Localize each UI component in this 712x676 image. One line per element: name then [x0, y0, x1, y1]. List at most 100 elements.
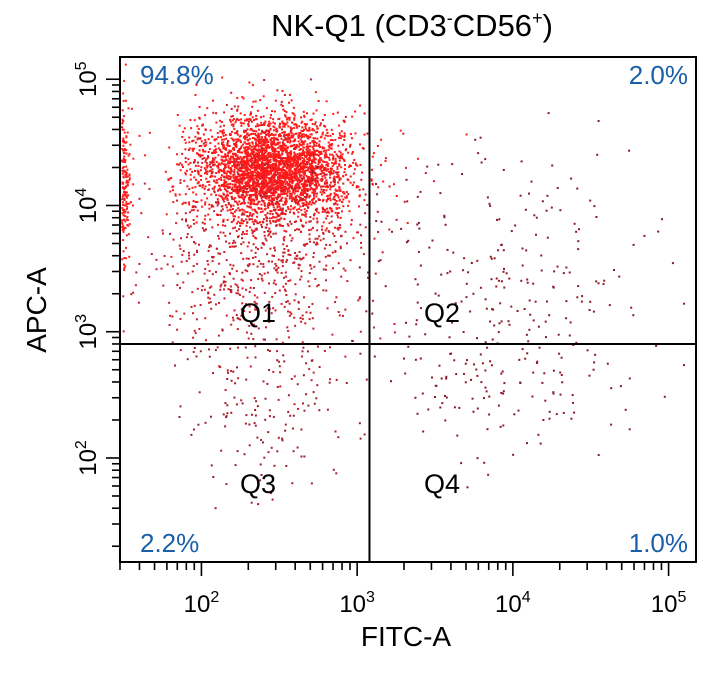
event-dot: [324, 155, 327, 158]
event-dot: [331, 165, 334, 168]
event-dot: [182, 250, 185, 253]
event-dot: [240, 161, 242, 164]
event-dot: [273, 151, 276, 154]
event-dot: [354, 162, 357, 165]
event-dot: [247, 174, 250, 177]
event-dot: [123, 210, 126, 213]
event-dot: [229, 289, 232, 291]
event-dot: [194, 201, 197, 203]
event-dot: [407, 345, 410, 348]
event-dot: [236, 284, 239, 287]
event-dot: [244, 196, 247, 198]
event-dot: [288, 164, 291, 167]
event-dot: [122, 204, 125, 206]
event-dot: [395, 218, 398, 221]
event-dot: [238, 167, 241, 170]
event-dot: [278, 289, 281, 292]
event-dot: [278, 154, 281, 157]
event-dot: [271, 201, 274, 204]
event-dot: [277, 155, 280, 158]
event-dot: [258, 135, 261, 138]
event-dot: [304, 199, 307, 202]
event-dot: [184, 193, 187, 196]
event-dot: [227, 152, 230, 155]
event-dot: [556, 187, 559, 189]
event-dot: [307, 137, 310, 140]
event-dot: [205, 228, 207, 231]
event-dot: [122, 144, 125, 147]
event-dot: [569, 321, 572, 324]
event-dot: [234, 142, 237, 145]
event-dot: [329, 167, 332, 170]
event-dot: [285, 147, 288, 150]
event-dot: [461, 173, 464, 175]
event-dot: [185, 218, 187, 221]
event-dot: [296, 163, 298, 166]
event-dot: [280, 302, 283, 305]
event-dot: [305, 123, 308, 126]
event-dot: [275, 203, 277, 206]
event-dot: [292, 211, 295, 214]
event-dot: [308, 229, 311, 232]
event-dot: [312, 152, 315, 155]
event-dot: [286, 155, 289, 158]
event-dot: [226, 412, 229, 415]
event-dot: [526, 281, 529, 284]
event-dot: [188, 257, 191, 260]
event-dot: [272, 184, 274, 187]
event-dot: [266, 144, 269, 147]
event-dot: [296, 126, 299, 129]
event-dot: [283, 143, 286, 146]
event-dot: [463, 257, 466, 260]
event-dot: [261, 184, 264, 186]
event-dot: [319, 122, 322, 125]
event-dot: [308, 170, 311, 173]
event-dot: [216, 165, 219, 167]
event-dot: [230, 205, 232, 208]
event-dot: [192, 200, 195, 202]
event-dot: [290, 192, 293, 195]
event-dot: [683, 364, 685, 367]
event-dot: [125, 176, 128, 179]
event-dot: [321, 166, 323, 169]
event-dot: [265, 326, 267, 329]
event-dot: [243, 178, 246, 181]
event-dot: [125, 195, 128, 198]
event-dot: [223, 187, 226, 190]
event-dot: [121, 128, 124, 131]
event-dot: [121, 147, 124, 150]
event-dot: [577, 240, 580, 243]
event-dot: [283, 239, 286, 242]
event-dot: [280, 193, 283, 196]
event-dot: [308, 157, 310, 160]
event-dot: [215, 112, 218, 115]
event-dot: [281, 157, 284, 160]
event-dot: [302, 203, 305, 206]
event-dot: [276, 198, 279, 201]
event-dot: [270, 446, 273, 449]
event-dot: [446, 248, 449, 251]
event-dot: [304, 181, 307, 184]
event-dot: [188, 254, 190, 257]
event-dot: [220, 174, 223, 177]
event-dot: [255, 237, 258, 240]
event-dot: [595, 216, 598, 218]
event-dot: [251, 167, 254, 170]
event-dot: [250, 173, 253, 176]
event-dot: [289, 211, 291, 214]
event-dot: [275, 224, 278, 227]
event-dot: [199, 137, 202, 140]
event-dot: [292, 106, 295, 109]
event-dot: [323, 156, 326, 159]
event-dot: [242, 295, 245, 298]
event-dot: [311, 226, 314, 229]
event-dot: [246, 166, 249, 168]
event-dot: [338, 132, 341, 135]
event-dot: [263, 456, 266, 459]
event-dot: [243, 310, 246, 312]
event-dot: [655, 344, 658, 347]
event-dot: [204, 139, 207, 141]
event-dot: [328, 158, 331, 161]
event-dot: [196, 131, 199, 134]
event-dot: [241, 151, 243, 154]
